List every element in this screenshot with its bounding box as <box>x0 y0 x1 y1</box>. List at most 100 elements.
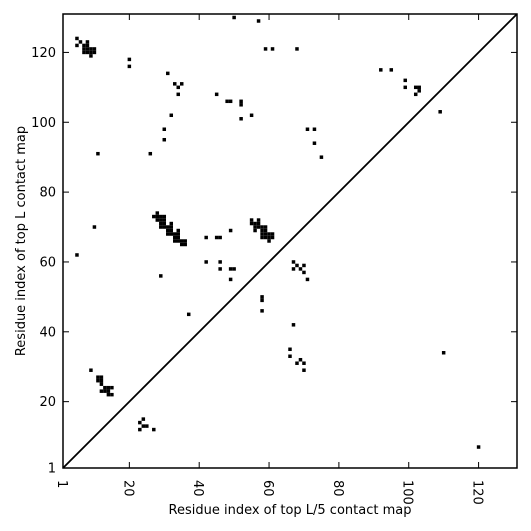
contact-point <box>96 375 100 379</box>
contact-point <box>89 368 93 372</box>
contact-point <box>148 151 153 156</box>
axis-ticks <box>62 14 517 469</box>
contact-point <box>249 113 254 118</box>
y-tick-label: 60 <box>39 256 56 271</box>
contact-point <box>214 235 219 240</box>
contact-point <box>92 47 97 51</box>
data-points <box>75 15 481 449</box>
contact-point <box>85 50 90 55</box>
contact-point <box>173 239 177 243</box>
contact-point <box>186 312 191 317</box>
contact-point <box>228 267 233 271</box>
contact-point <box>141 417 146 421</box>
contact-point <box>179 239 184 243</box>
contact-point <box>232 15 236 20</box>
contact-point <box>176 228 180 233</box>
contact-point <box>389 68 394 72</box>
contact-point <box>159 225 163 229</box>
contact-point <box>82 50 86 55</box>
contact-point <box>159 214 163 219</box>
contact-point <box>214 92 219 97</box>
contact-point <box>89 54 93 58</box>
contact-point <box>99 375 104 379</box>
y-tick-label: 1 <box>48 462 56 477</box>
contact-point <box>99 389 104 393</box>
contact-point <box>166 228 170 233</box>
contact-point <box>152 214 156 219</box>
contact-point <box>312 141 317 145</box>
contact-point <box>176 85 180 90</box>
contact-point <box>176 92 180 97</box>
contact-point <box>228 228 233 233</box>
contact-point <box>256 218 261 222</box>
contact-point <box>183 239 187 243</box>
x-tick-label: 40 <box>190 480 205 497</box>
x-tick-label: 60 <box>260 480 275 497</box>
x-tick-label: 1 <box>54 480 69 488</box>
contact-point <box>82 43 86 48</box>
contact-point <box>260 232 264 236</box>
contact-point <box>295 361 299 365</box>
y-tick-label: 120 <box>31 46 56 61</box>
contact-point <box>162 218 167 222</box>
contact-point <box>141 424 146 428</box>
contact-point <box>413 85 418 90</box>
x-tick-labels: 1 20 40 60 80 100 120 <box>54 480 485 505</box>
contact-point <box>159 218 163 222</box>
diagonal-line <box>62 13 518 469</box>
contact-point <box>176 235 180 240</box>
contact-point <box>291 323 296 327</box>
contact-point <box>218 267 222 271</box>
contact-point <box>249 221 254 226</box>
contact-point <box>96 378 100 383</box>
contact-point <box>256 225 261 229</box>
contact-point <box>145 424 149 428</box>
contact-point <box>162 225 167 229</box>
contact-point <box>302 368 306 372</box>
contact-point <box>155 211 160 215</box>
contact-point <box>417 85 421 90</box>
contact-point <box>260 295 264 299</box>
contact-point <box>263 232 268 236</box>
contact-point <box>295 263 299 268</box>
contact-point <box>179 242 184 247</box>
contact-point <box>319 155 324 159</box>
y-axis-label: Residue index of top L contact map <box>14 126 29 356</box>
contact-point <box>155 214 160 219</box>
contact-point <box>302 263 306 268</box>
contact-point <box>228 277 233 282</box>
contact-point <box>179 82 184 86</box>
contact-point <box>476 445 481 449</box>
contact-point <box>173 235 177 240</box>
contact-point <box>138 420 142 425</box>
contact-point <box>138 427 142 432</box>
contact-point <box>92 50 97 55</box>
contact-point <box>176 232 180 236</box>
contact-point <box>260 309 264 313</box>
contact-point <box>403 78 407 83</box>
contact-point <box>302 270 306 275</box>
contact-point <box>260 298 264 303</box>
contact-point <box>267 232 271 236</box>
contact-point <box>305 127 310 131</box>
contact-point <box>169 221 174 226</box>
contact-point <box>267 235 271 240</box>
contact-point <box>291 267 296 271</box>
contact-point <box>298 267 303 271</box>
contact-point <box>169 225 174 229</box>
contact-point <box>169 228 174 233</box>
contact-point <box>96 151 100 156</box>
contact-point <box>239 117 243 121</box>
contact-point <box>204 260 208 264</box>
y-tick-label: 100 <box>31 116 56 131</box>
contact-point <box>162 127 167 131</box>
contact-point <box>159 274 163 278</box>
contact-point <box>106 392 111 397</box>
contact-point <box>176 239 180 243</box>
contact-point <box>256 221 261 226</box>
contact-point <box>106 385 111 390</box>
contact-point <box>253 228 257 233</box>
y-tick-label: 40 <box>39 325 56 340</box>
